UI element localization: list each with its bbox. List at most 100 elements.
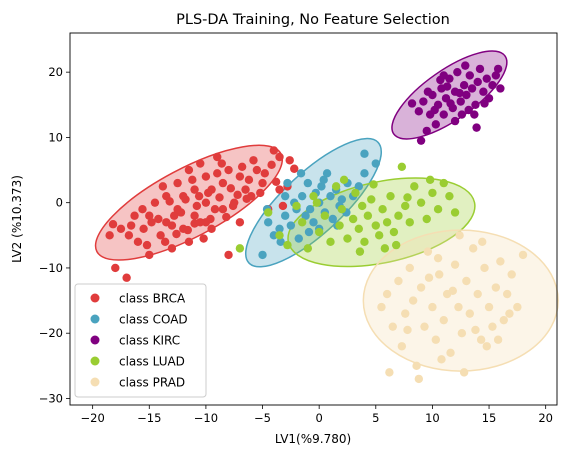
class-prad-point-6 <box>405 263 414 273</box>
class-brca-point-68 <box>278 201 288 211</box>
class-brca-point-77 <box>116 224 126 233</box>
class-brca-point-82 <box>228 201 238 211</box>
class-prad-point-18 <box>450 260 460 269</box>
class-brca-point-83 <box>242 194 251 203</box>
class-kirc-point-33 <box>464 105 473 115</box>
class-brca-point-81 <box>201 218 211 227</box>
class-prad-point-13 <box>431 335 441 344</box>
class-brca-point-59 <box>237 162 247 171</box>
class-prad-point-45 <box>403 325 412 335</box>
class-luad-point-27 <box>394 211 403 220</box>
class-prad-point-3 <box>394 276 403 286</box>
class-coad-point-35 <box>304 227 314 237</box>
x-tick-label-10: 10 <box>425 411 440 425</box>
class-brca-point-55 <box>188 175 197 185</box>
class-luad-point-37 <box>445 191 454 201</box>
class-prad-point-48 <box>478 237 487 247</box>
class-prad-point-24 <box>473 289 482 299</box>
class-kirc-point-0 <box>407 99 417 108</box>
class-kirc-point-37 <box>480 99 489 108</box>
class-brca-point-5 <box>145 250 154 260</box>
class-brca-point-71 <box>213 169 222 178</box>
x-tick-label--5: −5 <box>254 411 271 425</box>
class-brca-point-50 <box>215 193 224 202</box>
class-prad-point-1 <box>382 289 392 299</box>
class-prad-point-8 <box>412 361 421 371</box>
class-luad-point-30 <box>405 218 414 227</box>
class-brca-point-53 <box>126 221 136 230</box>
class-prad-point-9 <box>416 283 426 292</box>
class-brca-point-6 <box>133 237 143 247</box>
class-coad-point-4 <box>280 211 290 220</box>
class-kirc-point-41 <box>472 123 481 132</box>
class-brca-point-65 <box>260 169 269 178</box>
class-kirc-point-18 <box>465 71 474 80</box>
class-prad-point-4 <box>397 342 407 351</box>
class-prad-point-32 <box>502 289 512 299</box>
class-luad-point-13 <box>343 234 352 243</box>
class-brca-point-61 <box>172 229 181 239</box>
class-coad-point-32 <box>283 178 292 188</box>
class-kirc-point-9 <box>439 110 448 119</box>
class-coad-point-11 <box>301 211 310 220</box>
class-brca-point-78 <box>142 240 152 250</box>
class-prad-point-2 <box>388 322 397 331</box>
class-coad-point-33 <box>296 169 306 178</box>
y-tick-label-0: 0 <box>56 196 63 210</box>
class-kirc-point-38 <box>423 87 433 96</box>
class-coad-point-22 <box>328 214 337 224</box>
class-luad-point-21 <box>371 221 380 230</box>
class-kirc-point-21 <box>473 77 482 87</box>
class-luad-point-15 <box>351 188 360 198</box>
class-brca-point-73 <box>217 159 226 168</box>
class-coad-point-3 <box>275 224 284 233</box>
class-brca-point-35 <box>235 218 245 227</box>
class-coad-point-14 <box>309 218 318 227</box>
y-axis: −30 −20 −10 0 10 20 <box>39 65 70 405</box>
class-prad-point-15 <box>439 315 448 325</box>
class-prad-point-25 <box>476 335 486 344</box>
class-brca-point-31 <box>224 250 233 260</box>
class-kirc-point-28 <box>496 84 505 93</box>
class-kirc-point-14 <box>453 67 462 77</box>
class-coad-point-29 <box>360 169 369 178</box>
class-brca-point-86 <box>267 160 276 170</box>
class-brca-point-38 <box>252 165 262 175</box>
class-brca-point-2 <box>105 231 114 240</box>
legend-marker-class-coad <box>90 314 100 324</box>
x-axis-label: LV1(%9.780) <box>275 432 351 446</box>
class-luad-point-26 <box>389 227 399 237</box>
class-kirc-point-16 <box>459 81 469 90</box>
class-coad-point-21 <box>326 191 335 201</box>
class-prad-point-44 <box>493 335 503 344</box>
class-prad-point-22 <box>465 309 474 318</box>
class-coad-point-10 <box>297 191 307 201</box>
class-brca-point-46 <box>181 195 190 204</box>
class-prad-point-20 <box>457 329 467 338</box>
class-prad-point-39 <box>459 368 469 377</box>
class-brca-point-79 <box>160 237 170 247</box>
class-prad-point-34 <box>513 302 522 312</box>
class-luad-point-12 <box>337 205 347 214</box>
class-brca-point-60 <box>249 156 258 165</box>
class-kirc-point-42 <box>493 64 503 74</box>
class-prad-point-27 <box>484 302 494 312</box>
class-prad-point-43 <box>471 325 480 335</box>
legend-box <box>74 283 207 398</box>
class-coad-point-13 <box>305 205 315 214</box>
class-kirc-point-34 <box>430 105 439 115</box>
class-prad-point-0 <box>377 302 386 312</box>
class-kirc-point-26 <box>488 81 497 90</box>
class-brca-point-47 <box>192 201 202 211</box>
class-brca-point-15 <box>173 178 182 188</box>
class-brca-point-1 <box>122 273 131 282</box>
legend: class BRCA class COAD class KIRC class LUAD… <box>74 283 207 398</box>
class-luad-point-7 <box>314 227 324 237</box>
class-kirc-point-17 <box>462 90 471 100</box>
class-luad-point-16 <box>354 224 364 233</box>
class-luad-point-5 <box>303 244 313 253</box>
class-luad-point-41 <box>339 175 349 185</box>
class-coad-point-28 <box>354 182 364 191</box>
legend-marker-class-luad <box>90 356 100 366</box>
